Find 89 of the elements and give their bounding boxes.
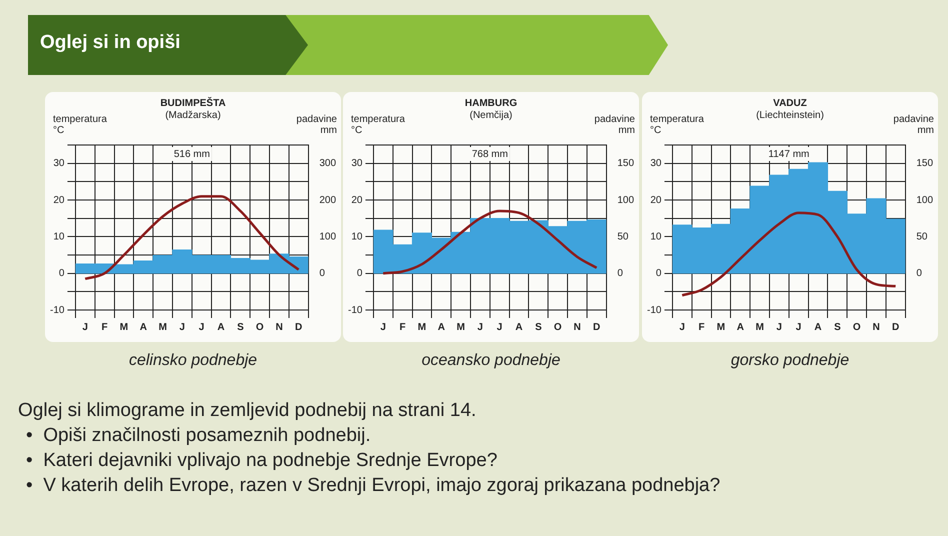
x-tick-label: F — [400, 322, 406, 333]
y-tick-label: 10 — [53, 231, 65, 242]
x-tick-label: O — [554, 322, 562, 333]
y-tick-label: -10 — [647, 304, 662, 316]
x-tick-label: A — [814, 322, 822, 333]
x-tick-label: J — [380, 322, 386, 333]
x-tick-label: D — [294, 322, 302, 333]
text: • V katerih delih Evrope, razen v Srednji Evropi, imajo zgoraj prikazana podnebja? — [26, 474, 720, 498]
text: oceansko podnebje — [420, 352, 562, 370]
x-tick-label: A — [736, 322, 744, 333]
y2-tick-label: 100 — [319, 231, 336, 242]
x-tick-label: J — [496, 322, 502, 333]
y2-tick-label: 300 — [319, 158, 336, 170]
y2-tick-label: 50 — [916, 231, 928, 242]
text: Oglej si klimograme in zemljevid podnebij na strani 14. — [18, 399, 478, 423]
chart-title: BUDIMPEŠTA — [159, 98, 227, 110]
x-tick-label: N — [574, 322, 581, 333]
y-tick-label: 0 — [356, 268, 363, 280]
x-tick-label: J — [679, 322, 685, 333]
x-tick-label: M — [456, 322, 465, 333]
y-tick-label: 20 — [53, 194, 65, 206]
y-axis-title: temperatura °C — [53, 114, 108, 136]
x-tick-label: S — [834, 322, 842, 333]
y-tick-label: -10 — [348, 304, 363, 316]
x-tick-label: D — [592, 322, 600, 333]
x-tick-label: N — [872, 322, 880, 333]
chart-subtitle: (Nemčija) — [470, 110, 512, 121]
y2-tick-label: 0 — [617, 268, 624, 280]
x-tick-label: J — [198, 322, 204, 333]
y-tick-label: 0 — [58, 268, 65, 280]
x-tick-label: S — [535, 322, 542, 333]
y-tick-label: 20 — [650, 194, 662, 206]
text: • Opiši značilnosti posameznih podnebij. — [26, 424, 372, 448]
chart-subtitle: (Madžarska) — [165, 110, 221, 121]
x-tick-label: D — [892, 322, 900, 333]
x-tick-label: O — [256, 322, 264, 333]
y-axis-title: temperatura °C — [351, 114, 406, 136]
x-tick-label: M — [716, 322, 726, 333]
x-tick-label: M — [418, 322, 426, 333]
annotation: 516 mm — [174, 148, 210, 160]
y-tick-label: 30 — [53, 158, 65, 170]
y2-tick-label: 150 — [916, 158, 934, 170]
y-tick-label: 10 — [351, 231, 363, 242]
text: celinsko podnebje — [128, 352, 258, 370]
y-tick-label: 30 — [351, 158, 363, 170]
x-tick-label: M — [756, 322, 764, 333]
text: • Kateri dejavniki vplivajo na podnebje Srednje Evrope? — [26, 449, 498, 473]
chart-subtitle: (Liechteinstein) — [756, 110, 824, 121]
text: gorsko podnebje — [730, 352, 850, 370]
x-tick-label: J — [796, 322, 802, 333]
line-series — [382, 210, 598, 275]
y2-tick-label: 0 — [916, 268, 922, 280]
y-tick-label: -10 — [50, 304, 65, 316]
x-tick-label: M — [158, 322, 167, 333]
y-axis-title: temperatura °C — [650, 114, 705, 136]
x-tick-label: A — [438, 322, 445, 333]
y2-tick-label: 50 — [617, 231, 629, 242]
x-tick-label: O — [852, 322, 861, 333]
y2-tick-label: 100 — [617, 194, 634, 206]
chart-title: HAMBURG — [464, 98, 518, 110]
x-tick-label: N — [276, 322, 283, 333]
y2-tick-label: 150 — [617, 158, 634, 170]
chart-title: VADUZ — [772, 98, 808, 110]
x-tick-label: J — [776, 322, 782, 333]
y2-tick-label: 100 — [916, 194, 934, 206]
x-tick-label: J — [179, 322, 185, 333]
x-tick-label: A — [217, 322, 225, 333]
x-tick-label: M — [120, 322, 128, 333]
x-tick-label: S — [237, 322, 244, 333]
annotation: 768 mm — [472, 148, 508, 160]
line-series — [680, 212, 897, 297]
y-tick-label: 10 — [650, 231, 662, 242]
y-tick-label: 20 — [351, 194, 363, 206]
line-series — [84, 195, 300, 280]
x-tick-label: F — [102, 322, 108, 333]
y-tick-label: 0 — [656, 268, 662, 280]
y2-axis-title: padavine mm — [593, 114, 635, 136]
x-tick-label: F — [698, 322, 705, 333]
x-tick-label: A — [140, 322, 147, 333]
y2-axis-title: padavine mm — [295, 114, 337, 136]
y2-tick-label: 200 — [319, 194, 336, 206]
annotation: 1147 mm — [768, 148, 810, 160]
text: Oglej si in opiši — [40, 32, 180, 54]
y2-tick-label: 0 — [319, 268, 326, 280]
x-tick-label: A — [515, 322, 523, 333]
y2-axis-title: padavine mm — [892, 114, 934, 136]
y-tick-label: 30 — [650, 158, 662, 170]
x-tick-label: J — [477, 322, 483, 333]
x-tick-label: J — [82, 322, 88, 333]
